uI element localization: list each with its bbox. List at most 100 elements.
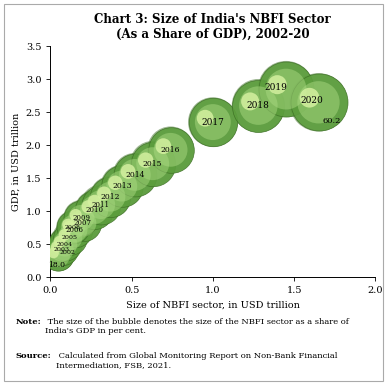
- Point: [210, 119, 216, 125]
- Point: [255, 102, 262, 109]
- Point: [315, 99, 322, 105]
- Point: [66, 224, 72, 230]
- Point: [168, 147, 174, 153]
- Point: [80, 220, 86, 226]
- Text: 2019: 2019: [265, 83, 288, 92]
- Text: 2003: 2003: [54, 247, 70, 252]
- Point: [119, 183, 125, 189]
- Point: [150, 161, 156, 167]
- Text: 2014: 2014: [125, 171, 145, 179]
- Point: [283, 86, 289, 92]
- Point: [67, 234, 73, 241]
- Point: [70, 224, 76, 230]
- Text: 2007: 2007: [74, 219, 92, 227]
- Text: Note:: Note:: [15, 318, 41, 326]
- Text: 2006: 2006: [66, 226, 84, 234]
- Point: [55, 252, 62, 258]
- Point: [283, 86, 289, 92]
- Point: [57, 238, 63, 244]
- Point: [62, 241, 68, 247]
- Point: [307, 95, 313, 101]
- Point: [315, 99, 322, 105]
- Point: [80, 220, 86, 226]
- Text: 2015: 2015: [143, 160, 163, 168]
- Point: [72, 227, 78, 233]
- Point: [101, 190, 107, 196]
- Point: [67, 234, 73, 241]
- Point: [62, 232, 68, 238]
- Point: [62, 241, 68, 247]
- Point: [58, 246, 65, 253]
- Point: [55, 252, 62, 258]
- Point: [168, 147, 174, 153]
- Point: [132, 172, 138, 178]
- Point: [62, 241, 68, 247]
- Text: Calculated from Global Monitoring Report on Non-Bank Financial
Intermediation, F: Calculated from Global Monitoring Report…: [56, 352, 337, 370]
- Point: [107, 194, 113, 200]
- Point: [53, 244, 60, 250]
- Point: [119, 183, 125, 189]
- Point: [98, 201, 104, 208]
- Text: 60.2: 60.2: [322, 117, 341, 125]
- Point: [58, 246, 65, 253]
- Point: [107, 194, 113, 200]
- Text: Source:: Source:: [15, 352, 51, 360]
- Point: [150, 161, 156, 167]
- Point: [91, 207, 97, 213]
- Point: [78, 215, 84, 221]
- Text: 2016: 2016: [161, 146, 180, 154]
- Point: [160, 143, 166, 149]
- Point: [55, 252, 62, 258]
- Text: 2010: 2010: [85, 206, 103, 214]
- Point: [283, 86, 289, 92]
- Point: [98, 201, 104, 208]
- Text: 2004: 2004: [57, 242, 73, 247]
- Text: 18.0: 18.0: [48, 261, 65, 270]
- Point: [247, 98, 253, 104]
- Point: [315, 99, 322, 105]
- Point: [58, 246, 65, 253]
- Text: 2011: 2011: [92, 201, 110, 209]
- Point: [91, 198, 98, 204]
- Point: [65, 221, 71, 228]
- Point: [210, 119, 216, 125]
- X-axis label: Size of NBFI sector, in USD trillion: Size of NBFI sector, in USD trillion: [126, 301, 300, 310]
- Point: [210, 119, 216, 125]
- Y-axis label: GDP, in USD trillion: GDP, in USD trillion: [11, 112, 20, 211]
- Point: [67, 234, 73, 241]
- Point: [119, 183, 125, 189]
- Text: 2009: 2009: [72, 214, 90, 222]
- Point: [70, 224, 76, 230]
- Text: The size of the bubble denotes the size of the NBFI sector as a share of
India's: The size of the bubble denotes the size …: [45, 318, 348, 335]
- Point: [74, 217, 80, 223]
- Point: [255, 102, 262, 109]
- Text: 2008: 2008: [65, 224, 81, 229]
- Point: [73, 212, 79, 218]
- Title: Chart 3: Size of India's NBFI Sector
(As a Share of GDP), 2002-20: Chart 3: Size of India's NBFI Sector (As…: [94, 13, 331, 41]
- Point: [72, 227, 78, 233]
- Point: [72, 227, 78, 233]
- Point: [202, 115, 208, 121]
- Text: 2005: 2005: [62, 235, 78, 240]
- Point: [80, 220, 86, 226]
- Point: [112, 180, 118, 186]
- Text: 2012: 2012: [101, 192, 120, 201]
- Text: 2002: 2002: [60, 250, 76, 255]
- Point: [78, 215, 84, 221]
- Point: [70, 224, 76, 230]
- Point: [91, 207, 97, 213]
- Point: [125, 168, 131, 174]
- Point: [132, 172, 138, 178]
- Text: 2017: 2017: [201, 117, 224, 127]
- Point: [50, 250, 57, 256]
- Text: 2020: 2020: [301, 97, 324, 105]
- Point: [142, 157, 149, 163]
- Point: [107, 194, 113, 200]
- Point: [150, 161, 156, 167]
- Text: 2018: 2018: [247, 101, 270, 110]
- Point: [168, 147, 174, 153]
- Point: [132, 172, 138, 178]
- Point: [91, 207, 97, 213]
- Point: [274, 82, 280, 88]
- Point: [255, 102, 262, 109]
